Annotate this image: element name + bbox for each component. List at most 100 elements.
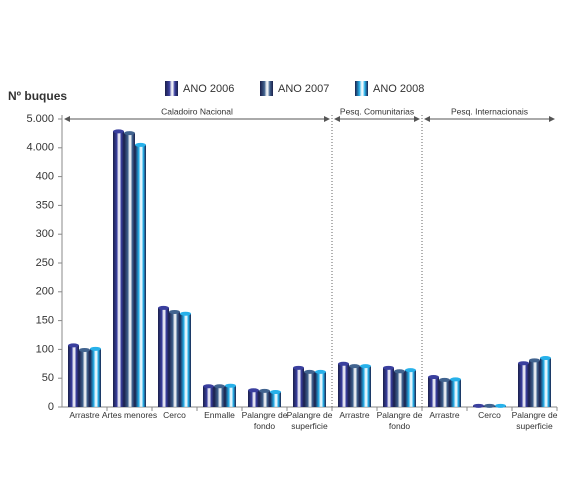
x-label-box: Palangre de superficie bbox=[511, 410, 558, 431]
x-label-box: Cerco bbox=[163, 410, 186, 420]
bar-cap bbox=[90, 346, 101, 351]
bar bbox=[248, 390, 259, 407]
x-tick-label: Palangre de superficie bbox=[511, 410, 558, 431]
bar-cap bbox=[540, 356, 551, 361]
bar-cap bbox=[349, 364, 360, 369]
bar bbox=[169, 311, 180, 407]
y-tick-label: 150 bbox=[36, 315, 54, 327]
bar-cap bbox=[338, 361, 349, 366]
bar bbox=[90, 348, 101, 407]
bar bbox=[113, 131, 124, 407]
bar-cap bbox=[248, 388, 259, 393]
bar-cap bbox=[113, 129, 124, 134]
x-tick-label: Arrastre bbox=[339, 410, 370, 420]
bar-cap bbox=[495, 403, 506, 408]
x-label-box: Arrastre bbox=[339, 410, 370, 420]
bar bbox=[124, 133, 135, 407]
y-tick-label: 4.000 bbox=[26, 142, 54, 154]
y-tick-label: 0 bbox=[48, 401, 54, 413]
x-label-box: Artes menores bbox=[101, 410, 158, 420]
bar-cap bbox=[158, 305, 169, 310]
bar-cap bbox=[439, 377, 450, 382]
bar bbox=[428, 377, 439, 407]
bar-cap bbox=[180, 311, 191, 316]
bar bbox=[540, 358, 551, 407]
bar-cap bbox=[405, 368, 416, 373]
bar bbox=[225, 385, 236, 407]
x-label-box: Cerco bbox=[478, 410, 501, 420]
legend-label: ANO 2006 bbox=[183, 83, 234, 95]
bar-cap bbox=[315, 369, 326, 374]
bar bbox=[270, 392, 281, 407]
x-label-box: Enmalle bbox=[204, 410, 235, 420]
bar-cap bbox=[473, 403, 484, 408]
bar-cap bbox=[225, 383, 236, 388]
bar-cap bbox=[203, 384, 214, 389]
legend-label: ANO 2007 bbox=[278, 83, 329, 95]
bar-cap bbox=[428, 375, 439, 380]
bar bbox=[349, 366, 360, 407]
x-tick-label: Arrastre bbox=[69, 410, 100, 420]
bar bbox=[405, 370, 416, 407]
x-tick-label: Palangre de fondo bbox=[241, 410, 288, 431]
bar-cap bbox=[293, 365, 304, 370]
bar bbox=[394, 371, 405, 407]
bar bbox=[304, 371, 315, 407]
x-tick-label: Artes menores bbox=[101, 410, 158, 420]
y-tick-label: 5.000 bbox=[26, 113, 54, 125]
bar-cap bbox=[394, 369, 405, 374]
legend-swatch bbox=[165, 81, 178, 96]
y-tick-label: 300 bbox=[36, 228, 54, 240]
x-tick-label: Palangre de superficie bbox=[286, 410, 333, 431]
section-label: Pesq. Internacionais bbox=[451, 106, 528, 116]
bar-cap bbox=[383, 365, 394, 370]
bar bbox=[214, 386, 225, 407]
y-tick-label: 200 bbox=[36, 286, 54, 298]
bar-cap bbox=[124, 131, 135, 136]
bar-cap bbox=[518, 361, 529, 366]
bar-cap bbox=[529, 358, 540, 363]
x-label-box: Arrastre bbox=[69, 410, 100, 420]
bar bbox=[529, 360, 540, 407]
bar-cap bbox=[79, 347, 90, 352]
x-tick-label: Arrastre bbox=[429, 410, 460, 420]
bar-cap bbox=[259, 388, 270, 393]
x-label-box: Palangre de superficie bbox=[286, 410, 333, 431]
x-tick-label: Palangre de fondo bbox=[376, 410, 423, 431]
bar-cap bbox=[135, 142, 146, 147]
y-tick-label: 100 bbox=[36, 343, 54, 355]
bar bbox=[259, 390, 270, 407]
bar bbox=[383, 367, 394, 407]
bar bbox=[439, 379, 450, 407]
x-tick-label: Cerco bbox=[163, 410, 186, 420]
bar bbox=[203, 386, 214, 407]
bar bbox=[135, 144, 146, 408]
bar bbox=[68, 345, 79, 407]
legend-label: ANO 2008 bbox=[373, 83, 424, 95]
bar-cap bbox=[270, 390, 281, 395]
bar bbox=[450, 379, 461, 407]
bar-cap bbox=[214, 384, 225, 389]
section-label: Pesq. Comunitarias bbox=[340, 106, 414, 116]
y-tick-label: 250 bbox=[36, 257, 54, 269]
y-axis-title: Nº buques bbox=[8, 89, 67, 103]
bar-cap bbox=[304, 369, 315, 374]
y-tick-label: 350 bbox=[36, 199, 54, 211]
bar-cap bbox=[484, 403, 495, 408]
x-label-box: Palangre de fondo bbox=[376, 410, 423, 431]
bar-cap bbox=[169, 309, 180, 314]
bar bbox=[158, 307, 169, 407]
x-tick-label: Cerco bbox=[478, 410, 501, 420]
bar bbox=[79, 349, 90, 407]
bar bbox=[293, 367, 304, 407]
bar bbox=[180, 313, 191, 407]
y-tick-label: 50 bbox=[42, 372, 54, 384]
bar bbox=[360, 366, 371, 407]
y-tick-label: 400 bbox=[36, 171, 54, 183]
legend-swatch bbox=[260, 81, 273, 96]
bar bbox=[338, 363, 349, 407]
x-tick-label: Enmalle bbox=[204, 410, 235, 420]
bar-cap bbox=[68, 343, 79, 348]
section-label: Caladoiro Nacional bbox=[161, 106, 233, 116]
